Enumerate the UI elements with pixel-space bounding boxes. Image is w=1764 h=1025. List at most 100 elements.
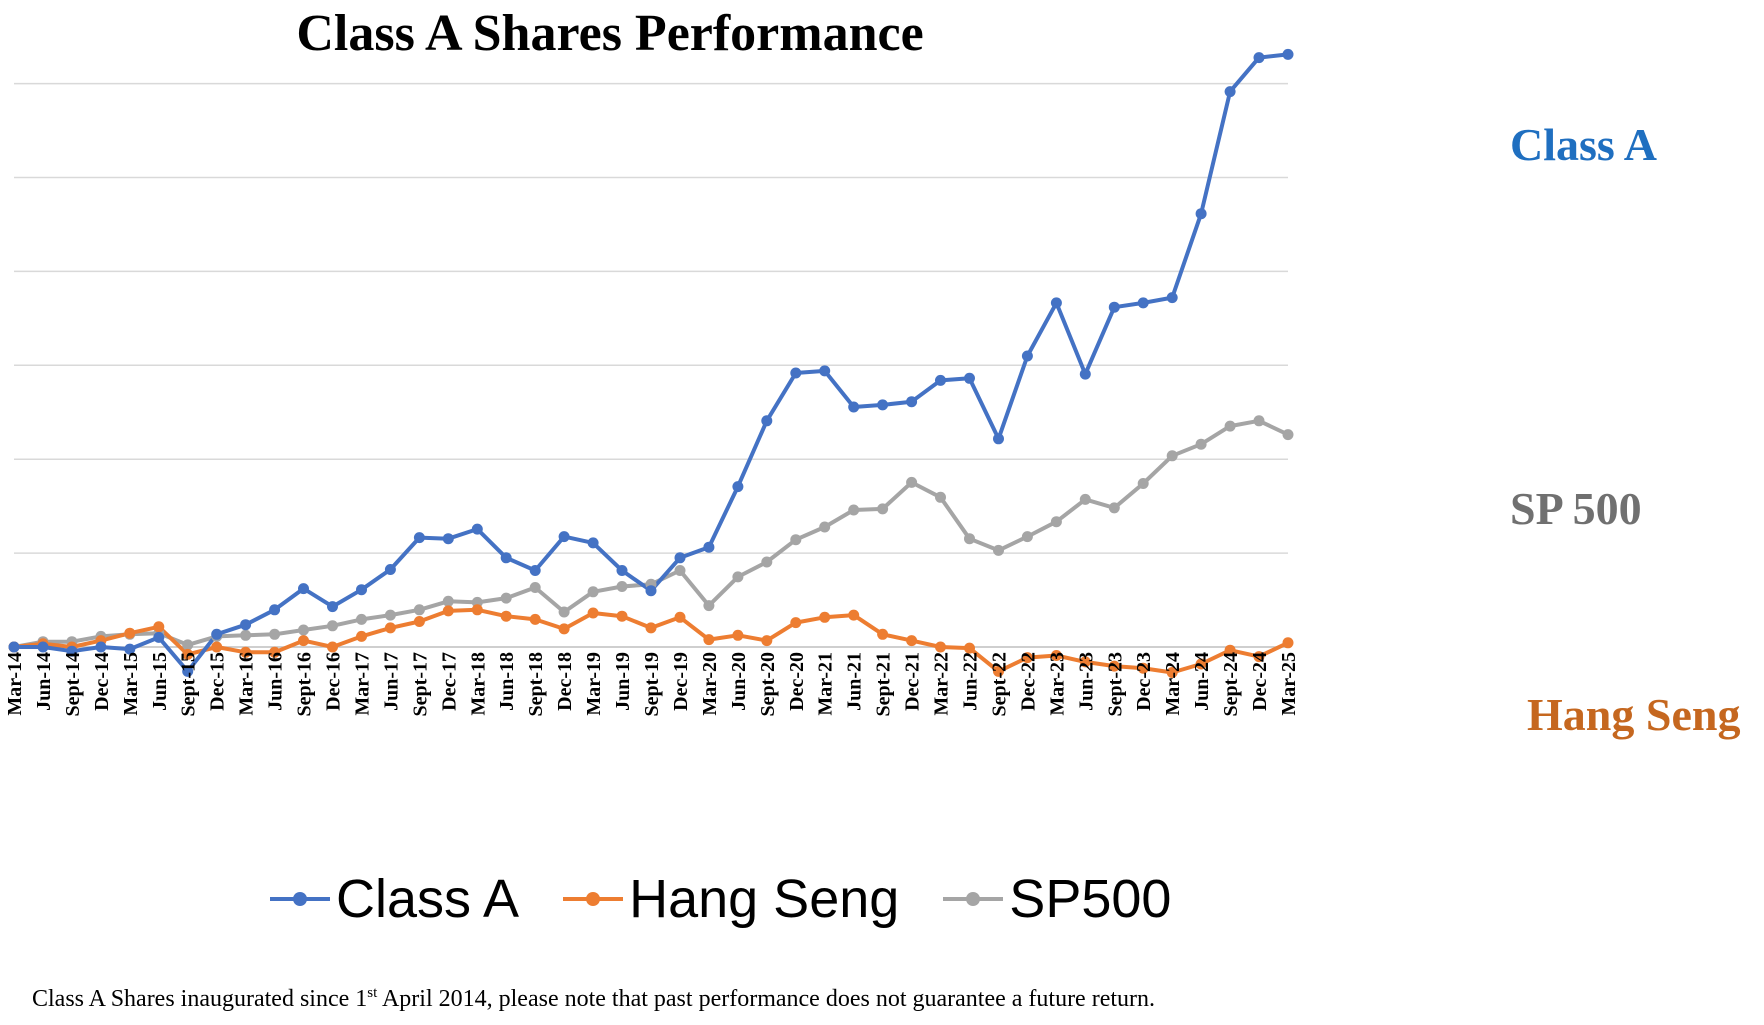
data-point-hang-seng xyxy=(471,604,483,616)
x-tick-label: Dec-15 xyxy=(207,652,229,711)
x-tick-label: Jun-14 xyxy=(33,652,55,711)
data-point-class-a xyxy=(1079,368,1091,380)
data-point-class-a xyxy=(935,374,946,386)
series-points xyxy=(8,48,1294,678)
x-tick-label: Dec-18 xyxy=(554,652,576,711)
data-point-class-a xyxy=(1137,297,1149,309)
data-point-class-a xyxy=(877,399,889,411)
data-point-class-a xyxy=(124,643,136,655)
data-point-class-a xyxy=(471,523,483,535)
data-point-class-a xyxy=(95,641,107,653)
data-point-sp500 xyxy=(1079,493,1091,505)
x-tick-label: Sept-17 xyxy=(409,652,431,716)
data-point-hang-seng xyxy=(1021,652,1033,664)
x-tick-label: Mar-25 xyxy=(1278,652,1300,716)
data-point-class-a xyxy=(500,552,512,564)
data-point-sp500 xyxy=(616,581,628,592)
end-label-hang-seng: Hang Seng xyxy=(1527,689,1741,740)
x-tick-labels: Mar-14 Jun-14 Sept-14 Dec-14 Mar-15 Jun-15 Sep… xyxy=(4,652,1300,716)
legend-label-class-a: Class A xyxy=(336,869,520,929)
data-point-hang-seng xyxy=(153,621,165,633)
data-point-sp500 xyxy=(1021,531,1033,543)
x-tick-label: Mar-22 xyxy=(931,652,953,716)
data-point-class-a xyxy=(66,645,78,657)
data-point-sp500 xyxy=(703,600,715,612)
series-line-sp500 xyxy=(13,418,1289,649)
x-tick-label: Dec-16 xyxy=(323,652,345,711)
data-point-hang-seng xyxy=(1282,637,1294,649)
data-point-sp500 xyxy=(1050,516,1062,528)
data-point-class-a xyxy=(1282,48,1294,60)
data-point-class-a xyxy=(848,401,860,413)
data-point-class-a xyxy=(269,604,281,616)
gridlines xyxy=(14,82,1288,648)
line-chart: Mar-14 Jun-14 Sept-14 Dec-14 Mar-15 Jun-15 Sep… xyxy=(4,48,1300,716)
x-tick-label: Mar-15 xyxy=(120,652,142,716)
x-tick-label: Mar-16 xyxy=(236,652,258,716)
data-point-class-a xyxy=(1021,350,1033,362)
data-point-class-a xyxy=(993,433,1004,445)
data-point-hang-seng xyxy=(240,646,252,658)
data-point-class-a xyxy=(384,564,396,575)
x-tick-label: Jun-18 xyxy=(496,652,518,711)
data-point-sp500 xyxy=(1137,478,1149,489)
data-point-hang-seng xyxy=(848,609,860,621)
data-point-sp500 xyxy=(1282,429,1294,441)
data-point-sp500 xyxy=(761,556,773,568)
data-point-class-a xyxy=(1195,208,1207,220)
data-point-class-a xyxy=(153,631,165,643)
data-point-class-a xyxy=(1166,292,1178,304)
data-point-sp500 xyxy=(993,544,1004,556)
x-tick-label: Jun-21 xyxy=(844,652,866,711)
data-point-hang-seng xyxy=(211,641,223,653)
data-point-hang-seng xyxy=(529,613,541,625)
x-tick-label: Jun-20 xyxy=(728,652,750,711)
data-point-class-a xyxy=(529,565,541,576)
data-point-sp500 xyxy=(182,639,194,651)
x-tick-label: Jun-16 xyxy=(265,652,287,711)
data-point-sp500 xyxy=(1166,450,1178,462)
data-point-hang-seng xyxy=(906,635,918,647)
data-point-class-a xyxy=(8,641,20,653)
data-point-hang-seng xyxy=(1050,650,1062,661)
data-point-class-a xyxy=(1108,301,1120,313)
data-point-hang-seng xyxy=(442,605,454,617)
data-point-class-a xyxy=(1050,297,1062,309)
x-tick-label: Mar-20 xyxy=(699,652,721,716)
x-tick-label: Mar-23 xyxy=(1046,652,1068,716)
data-point-hang-seng xyxy=(1224,644,1236,656)
x-tick-label: Mar-17 xyxy=(351,652,373,716)
x-tick-label: Sept-15 xyxy=(178,652,200,716)
data-point-class-a xyxy=(240,619,252,631)
data-point-sp500 xyxy=(935,491,946,503)
data-point-sp500 xyxy=(269,628,281,640)
data-point-hang-seng xyxy=(356,630,367,642)
x-tick-label: Mar-19 xyxy=(583,652,605,716)
legend-item-class-a: Class A xyxy=(270,868,519,930)
data-point-hang-seng xyxy=(732,629,744,641)
data-point-hang-seng xyxy=(819,611,831,623)
x-tick-label: Jun-22 xyxy=(960,652,982,711)
data-point-hang-seng xyxy=(298,635,309,647)
data-point-class-a xyxy=(327,601,338,613)
legend-label-hang-seng: Hang Seng xyxy=(629,869,900,929)
data-point-sp500 xyxy=(1108,502,1120,514)
x-tick-label: Sept-19 xyxy=(641,652,663,716)
data-point-hang-seng xyxy=(587,607,599,619)
data-point-sp500 xyxy=(877,503,889,515)
data-point-class-a xyxy=(790,367,802,379)
data-point-class-a xyxy=(1253,52,1265,64)
data-point-sp500 xyxy=(587,586,599,598)
data-point-sp500 xyxy=(558,606,570,618)
x-tick-label: Mar-24 xyxy=(1162,652,1184,716)
x-tick-label: Dec-20 xyxy=(786,652,808,711)
chart-title: Class A Shares Performance xyxy=(296,5,924,62)
data-point-hang-seng xyxy=(877,628,889,640)
data-point-class-a xyxy=(616,565,628,576)
data-point-sp500 xyxy=(384,609,396,621)
x-tick-label: Mar-14 xyxy=(4,652,26,716)
x-tick-label: Sept-21 xyxy=(873,652,895,716)
data-point-sp500 xyxy=(500,592,512,604)
x-tick-label: Dec-23 xyxy=(1133,652,1155,711)
data-point-sp500 xyxy=(413,604,425,616)
